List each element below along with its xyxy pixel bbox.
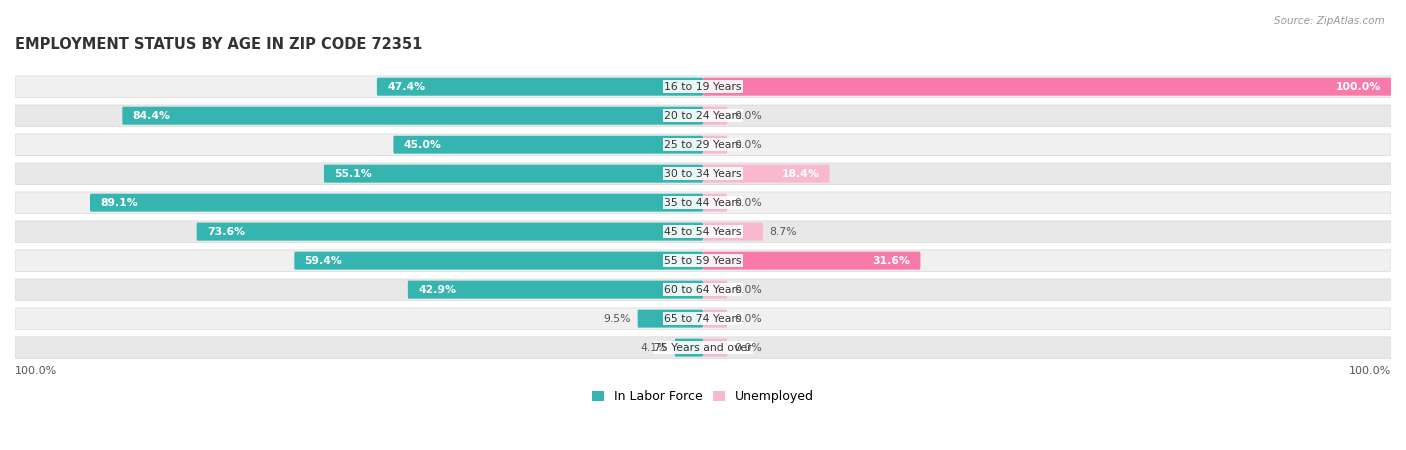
FancyBboxPatch shape xyxy=(15,221,1391,243)
Text: 25 to 29 Years: 25 to 29 Years xyxy=(664,140,742,150)
Text: 65 to 74 Years: 65 to 74 Years xyxy=(664,314,742,324)
Text: 0.0%: 0.0% xyxy=(734,285,762,295)
Text: 75 Years and over: 75 Years and over xyxy=(654,342,752,353)
FancyBboxPatch shape xyxy=(377,78,703,96)
Text: 0.0%: 0.0% xyxy=(734,342,762,353)
Text: 0.0%: 0.0% xyxy=(734,198,762,207)
Text: 47.4%: 47.4% xyxy=(387,82,426,92)
FancyBboxPatch shape xyxy=(408,281,703,299)
FancyBboxPatch shape xyxy=(197,223,703,241)
FancyBboxPatch shape xyxy=(703,165,830,183)
Text: 100.0%: 100.0% xyxy=(1348,366,1391,376)
FancyBboxPatch shape xyxy=(15,250,1391,271)
Text: EMPLOYMENT STATUS BY AGE IN ZIP CODE 72351: EMPLOYMENT STATUS BY AGE IN ZIP CODE 723… xyxy=(15,37,422,53)
FancyBboxPatch shape xyxy=(703,107,727,125)
Text: 0.0%: 0.0% xyxy=(734,111,762,121)
FancyBboxPatch shape xyxy=(15,337,1391,358)
Legend: In Labor Force, Unemployed: In Labor Force, Unemployed xyxy=(586,385,820,408)
FancyBboxPatch shape xyxy=(703,78,1391,96)
Text: 35 to 44 Years: 35 to 44 Years xyxy=(664,198,742,207)
FancyBboxPatch shape xyxy=(15,192,1391,213)
FancyBboxPatch shape xyxy=(294,252,703,270)
FancyBboxPatch shape xyxy=(90,194,703,212)
Text: 18.4%: 18.4% xyxy=(782,169,820,179)
FancyBboxPatch shape xyxy=(394,136,703,153)
Text: 42.9%: 42.9% xyxy=(418,285,456,295)
FancyBboxPatch shape xyxy=(15,308,1391,329)
Text: 16 to 19 Years: 16 to 19 Years xyxy=(664,82,742,92)
FancyBboxPatch shape xyxy=(703,136,727,153)
FancyBboxPatch shape xyxy=(703,252,921,270)
FancyBboxPatch shape xyxy=(15,279,1391,300)
FancyBboxPatch shape xyxy=(15,76,1391,98)
Text: 45.0%: 45.0% xyxy=(404,140,441,150)
FancyBboxPatch shape xyxy=(703,339,727,356)
FancyBboxPatch shape xyxy=(15,105,1391,126)
Text: 9.5%: 9.5% xyxy=(603,314,631,324)
FancyBboxPatch shape xyxy=(703,310,727,328)
FancyBboxPatch shape xyxy=(15,134,1391,155)
Text: 55 to 59 Years: 55 to 59 Years xyxy=(664,256,742,266)
Text: 100.0%: 100.0% xyxy=(15,366,58,376)
FancyBboxPatch shape xyxy=(675,339,703,356)
Text: 20 to 24 Years: 20 to 24 Years xyxy=(664,111,742,121)
Text: 55.1%: 55.1% xyxy=(335,169,373,179)
Text: Source: ZipAtlas.com: Source: ZipAtlas.com xyxy=(1274,16,1385,26)
Text: 60 to 64 Years: 60 to 64 Years xyxy=(664,285,742,295)
FancyBboxPatch shape xyxy=(15,163,1391,184)
FancyBboxPatch shape xyxy=(703,223,763,241)
FancyBboxPatch shape xyxy=(703,281,727,299)
Text: 100.0%: 100.0% xyxy=(1336,82,1381,92)
FancyBboxPatch shape xyxy=(323,165,703,183)
FancyBboxPatch shape xyxy=(703,194,727,212)
Text: 89.1%: 89.1% xyxy=(100,198,138,207)
FancyBboxPatch shape xyxy=(638,310,703,328)
Text: 59.4%: 59.4% xyxy=(305,256,343,266)
Text: 30 to 34 Years: 30 to 34 Years xyxy=(664,169,742,179)
Text: 0.0%: 0.0% xyxy=(734,140,762,150)
Text: 0.0%: 0.0% xyxy=(734,314,762,324)
Text: 45 to 54 Years: 45 to 54 Years xyxy=(664,227,742,237)
Text: 73.6%: 73.6% xyxy=(207,227,245,237)
Text: 84.4%: 84.4% xyxy=(132,111,170,121)
FancyBboxPatch shape xyxy=(122,107,703,125)
Text: 8.7%: 8.7% xyxy=(769,227,797,237)
Text: 31.6%: 31.6% xyxy=(872,256,910,266)
Text: 4.1%: 4.1% xyxy=(640,342,668,353)
